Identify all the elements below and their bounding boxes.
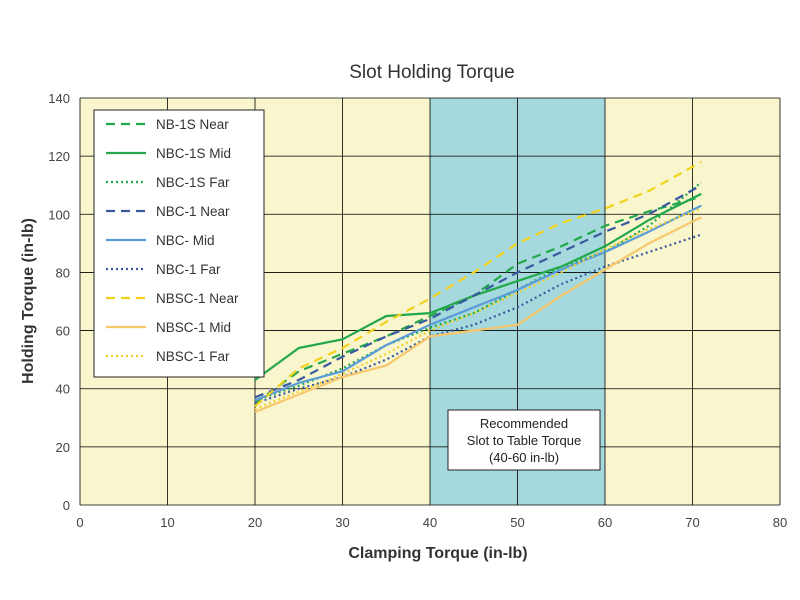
y-tick-label: 140 bbox=[48, 91, 70, 106]
x-axis-title: Clamping Torque (in-lb) bbox=[348, 545, 527, 562]
annotation-box: Recommended Slot to Table Torque (40-60 … bbox=[447, 409, 601, 471]
annotation-line-1: Recommended bbox=[480, 416, 568, 431]
series-line-nbc-1s-far bbox=[254, 181, 703, 402]
y-tick-label: 40 bbox=[56, 382, 70, 397]
y-tick-label: 60 bbox=[56, 324, 70, 339]
y-tick-label: 120 bbox=[48, 149, 70, 164]
legend: NB-1S Near NBC-1S Mid NBC-1S Far NBC-1 Near… bbox=[93, 109, 265, 378]
grid bbox=[79, 97, 781, 506]
legend-label-nbc-1-far: NBC-1 Far bbox=[156, 262, 221, 277]
x-tick-label: 50 bbox=[510, 515, 524, 530]
series-line-nbsc-1-near bbox=[254, 161, 702, 408]
series-line-nbsc-1-mid bbox=[254, 216, 702, 414]
y-axis-title: Holding Torque (in-lb) bbox=[20, 218, 37, 384]
series-line-nbc-mid bbox=[254, 204, 702, 402]
legend-label-nbc-1s-mid: NBC-1S Mid bbox=[156, 146, 231, 161]
legend-label-nbc-1s-far: NBC-1S Far bbox=[156, 175, 230, 190]
legend-label-nb-1s-near: NB-1S Near bbox=[156, 117, 229, 132]
y-tick-label: 20 bbox=[56, 440, 70, 455]
series-line-nbc-1-near bbox=[254, 184, 702, 399]
series-line-nbc-1-far bbox=[254, 233, 702, 405]
x-tick-label: 40 bbox=[423, 515, 437, 530]
chart-title: Slot Holding Torque bbox=[349, 62, 514, 83]
series-lines bbox=[254, 161, 703, 414]
x-tick-label: 0 bbox=[76, 515, 83, 530]
annotation-line-2: Slot to Table Torque bbox=[467, 433, 581, 448]
y-tick-label: 100 bbox=[48, 207, 70, 222]
x-tick-label: 60 bbox=[598, 515, 612, 530]
legend-label-nbc-1-near: NBC-1 Near bbox=[156, 204, 230, 219]
y-tick-label: 0 bbox=[63, 498, 70, 513]
x-tick-label: 80 bbox=[773, 515, 787, 530]
annotation-line-3: (40-60 in-lb) bbox=[489, 450, 559, 465]
x-tick-label: 70 bbox=[685, 515, 699, 530]
series-line-nbsc-1-far bbox=[254, 207, 702, 411]
x-tick-label: 30 bbox=[335, 515, 349, 530]
annotation-box-frame bbox=[447, 409, 601, 471]
legend-label-nbsc-1-far: NBSC-1 Far bbox=[156, 349, 230, 364]
legend-box bbox=[93, 109, 265, 378]
legend-label-nbsc-1-mid: NBSC-1 Mid bbox=[156, 320, 231, 335]
legend-label-nbc-mid: NBC- Mid bbox=[156, 233, 215, 248]
legend-label-nbsc-1-near: NBSC-1 Near bbox=[156, 291, 239, 306]
x-tick-label: 20 bbox=[248, 515, 262, 530]
tick-labels: 0 10 20 30 40 50 60 70 80 0 20 40 60 80 100 120 140 bbox=[48, 91, 787, 530]
y-tick-label: 80 bbox=[56, 265, 70, 280]
x-tick-label: 10 bbox=[160, 515, 174, 530]
